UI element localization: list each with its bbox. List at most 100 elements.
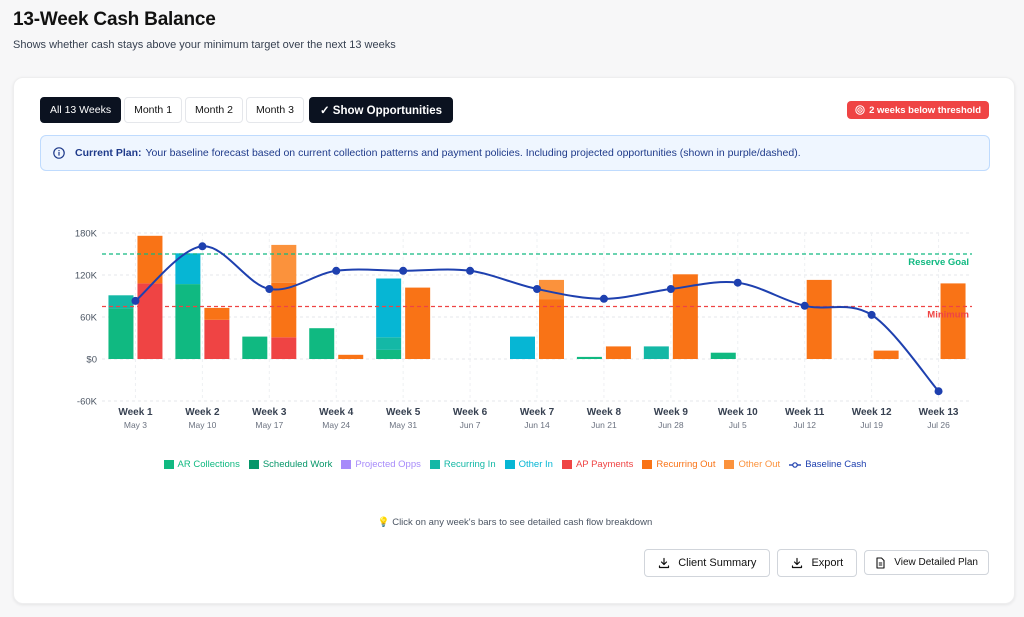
x-tick-label: Week 1	[118, 407, 153, 418]
x-date-label: Jun 7	[460, 420, 481, 430]
inflow-bar[interactable]	[242, 336, 268, 359]
outflow-bar[interactable]	[940, 283, 966, 359]
x-tick-label: Week 9	[654, 407, 689, 418]
outflow-bar[interactable]	[539, 299, 564, 360]
legend-label: AR Collections	[177, 459, 240, 470]
outflow-bar[interactable]	[271, 282, 297, 338]
legend-swatch	[504, 460, 515, 469]
page-subtitle: Shows whether cash stays above your mini…	[13, 39, 396, 51]
outflow-bar[interactable]	[204, 319, 230, 359]
baseline-cash-point[interactable]	[265, 285, 274, 293]
inflow-bar[interactable]	[309, 328, 335, 359]
inflow-bar[interactable]	[576, 356, 602, 359]
action-bar: Client Summary Export View Detailed Plan	[644, 549, 989, 577]
x-date-label: Jul 5	[729, 420, 747, 430]
outflow-bar[interactable]	[605, 346, 631, 359]
tab-month-1[interactable]: Month 1	[124, 97, 183, 123]
inflow-bar[interactable]	[108, 295, 134, 309]
inflow-bar[interactable]	[175, 284, 201, 359]
x-tick-label: Week 3	[252, 407, 287, 418]
x-date-label: Jun 14	[524, 420, 550, 430]
inflow-bar[interactable]	[376, 349, 402, 359]
view-detailed-plan-label: View Detailed Plan	[894, 557, 978, 568]
legend-swatch	[248, 460, 259, 469]
cash-balance-chart: 180K 120K 60K $0 -60K Reserve Goal Minimum Week…	[75, 229, 972, 430]
outflow-bar[interactable]	[271, 244, 297, 283]
download-icon	[791, 557, 803, 569]
client-summary-button[interactable]: Client Summary	[644, 549, 771, 577]
x-date-label: May 3	[124, 420, 147, 430]
inflow-bar[interactable]	[108, 308, 134, 359]
legend-swatch	[163, 460, 174, 469]
show-opportunities-toggle[interactable]: ✓ Show Opportunities	[308, 97, 454, 123]
tab-month-2[interactable]: Month 2	[185, 97, 243, 123]
baseline-cash-point[interactable]	[733, 278, 742, 287]
y-tick-label: 60K	[80, 313, 98, 324]
inflow-bar[interactable]	[510, 336, 535, 359]
page-title: 13-Week Cash Balance	[13, 9, 216, 30]
outflow-bar[interactable]	[137, 235, 163, 284]
plan-info-heading: Current Plan:	[75, 147, 142, 159]
x-date-label: Jul 12	[793, 420, 816, 430]
legend-item[interactable]: Recurring In	[429, 459, 496, 470]
outflow-bar[interactable]	[271, 337, 297, 359]
baseline-cash-point[interactable]	[399, 266, 408, 275]
baseline-cash-point[interactable]	[599, 294, 608, 303]
tab-all-13-weeks[interactable]: All 13 Weeks	[40, 97, 122, 123]
x-tick-label: Week 7	[520, 407, 555, 418]
page-header: 13-Week Cash Balance Shows whether cash …	[13, 8, 396, 52]
baseline-cash-point[interactable]	[666, 285, 675, 293]
legend-swatch	[561, 460, 572, 469]
legend-swatch	[429, 460, 440, 469]
legend-label: AP Payments	[575, 459, 634, 470]
legend-label: Projected Opps	[355, 459, 421, 470]
chart-card: All 13 Weeks Month 1 Month 2 Month 3 ✓ S…	[13, 77, 1015, 604]
target-icon	[855, 105, 865, 115]
tab-month-3[interactable]: Month 3	[246, 97, 304, 123]
legend-swatch	[341, 460, 352, 469]
export-button[interactable]: Export	[777, 549, 858, 577]
x-date-label: Jul 26	[927, 420, 950, 430]
baseline-cash-point[interactable]	[131, 296, 140, 305]
y-tick-label: 180K	[75, 229, 98, 240]
x-tick-label: Week 2	[185, 407, 220, 418]
x-date-label: Jul 19	[860, 420, 883, 430]
baseline-cash-point[interactable]	[867, 310, 876, 319]
legend-item[interactable]: Recurring Out	[642, 459, 715, 470]
legend-item[interactable]: Other Out	[724, 459, 780, 470]
legend-item[interactable]: Projected Opps	[341, 459, 421, 470]
legend-item[interactable]: AP Payments	[561, 459, 634, 470]
outflow-bar[interactable]	[204, 307, 230, 320]
baseline-cash-point[interactable]	[934, 387, 943, 396]
legend-item[interactable]: Other In	[504, 459, 553, 470]
outflow-bar[interactable]	[338, 354, 364, 359]
download-icon	[658, 557, 670, 569]
client-summary-label: Client Summary	[678, 557, 757, 569]
legend-item[interactable]: Scheduled Work	[248, 459, 332, 470]
inflow-bar[interactable]	[376, 278, 402, 338]
legend-item[interactable]: AR Collections	[163, 459, 240, 470]
legend-item[interactable]: Baseline Cash	[789, 459, 866, 470]
view-detailed-plan-button[interactable]: View Detailed Plan	[864, 550, 989, 575]
baseline-cash-point[interactable]	[466, 266, 475, 275]
document-icon	[875, 556, 886, 569]
baseline-cash-point[interactable]	[198, 242, 207, 251]
inflow-bar[interactable]	[376, 337, 402, 350]
chart-legend: AR Collections Scheduled Work Projected Op…	[14, 459, 1016, 470]
y-tick-label: 120K	[75, 271, 98, 282]
info-icon	[53, 147, 65, 159]
outflow-bar[interactable]	[405, 287, 431, 359]
inflow-bar[interactable]	[643, 346, 669, 359]
outflow-bar[interactable]	[806, 279, 832, 359]
x-date-label: May 17	[255, 420, 283, 430]
baseline-cash-point[interactable]	[533, 285, 541, 293]
baseline-cash-point[interactable]	[332, 266, 341, 275]
period-toolbar: All 13 Weeks Month 1 Month 2 Month 3 ✓ S…	[40, 97, 454, 123]
legend-label: Other Out	[738, 459, 781, 470]
legend-label: Other In	[518, 459, 553, 470]
inflow-bar[interactable]	[710, 352, 736, 359]
outflow-bar[interactable]	[539, 279, 564, 300]
outflow-bar[interactable]	[873, 350, 899, 359]
x-date-label: Jun 21	[591, 420, 617, 430]
baseline-cash-point[interactable]	[800, 301, 809, 310]
